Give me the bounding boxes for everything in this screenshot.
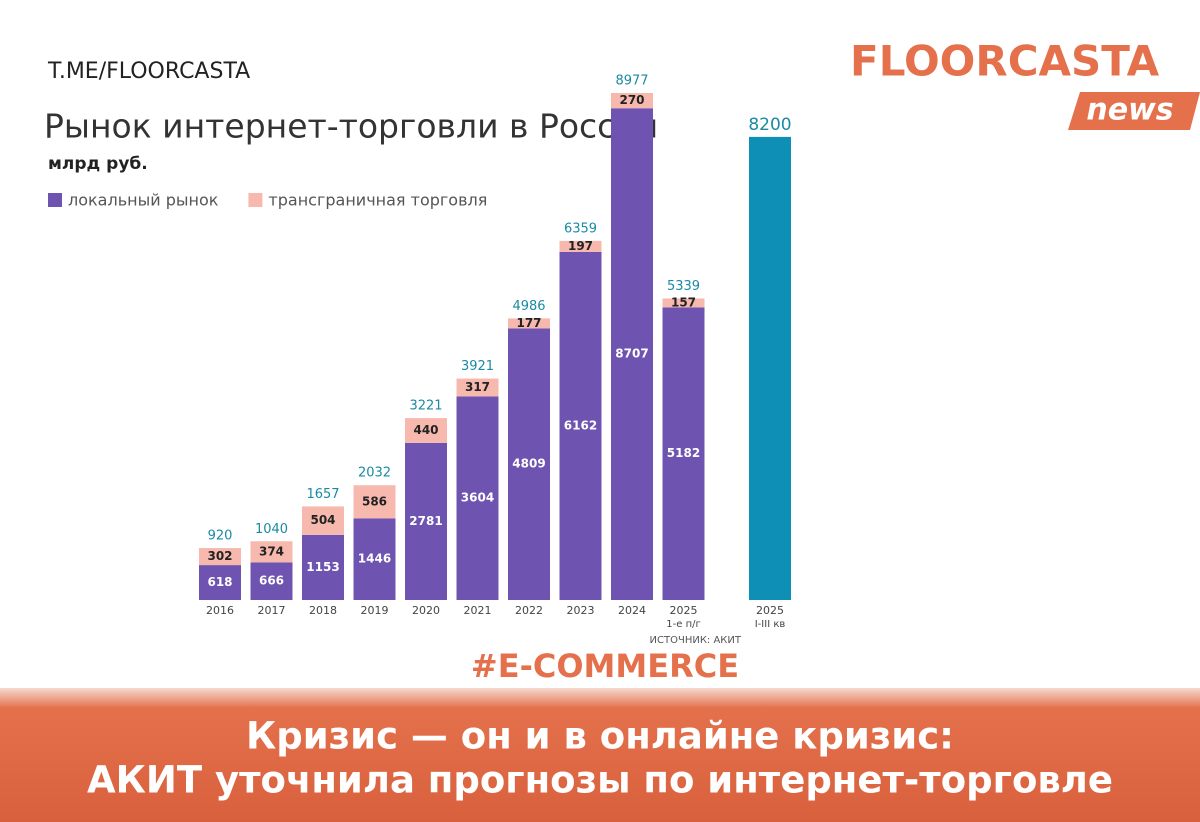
total-label: 3221 xyxy=(409,399,442,414)
bar-segment xyxy=(559,240,602,252)
headline-band xyxy=(0,688,1200,822)
x-tick-label: 2023 xyxy=(567,604,595,617)
site: T.ME/FLOORCASTA xyxy=(47,59,250,84)
bar-segment xyxy=(662,298,705,308)
headline: АКИТ уточнила прогнозы по интернет-торго… xyxy=(87,759,1113,802)
bar-label: 440 xyxy=(413,423,438,437)
total-label: 2032 xyxy=(358,466,391,481)
bar-label: 1153 xyxy=(306,560,339,574)
x-tick-note: 1-е п/г xyxy=(666,619,700,630)
logo-tag: news xyxy=(1086,93,1173,128)
chart-subtitle: млрд руб. xyxy=(48,154,148,174)
bar-segment xyxy=(456,378,499,397)
total-label: 1040 xyxy=(255,522,288,537)
bar-label: 270 xyxy=(619,93,644,107)
total-label: 6359 xyxy=(564,221,597,236)
x-tick-label: 2024 xyxy=(618,604,646,617)
total-label: 3921 xyxy=(461,359,494,374)
total-label: 1657 xyxy=(306,487,339,502)
total-label: 920 xyxy=(208,529,233,544)
bar-label: 157 xyxy=(671,295,696,309)
x-tick-label: 2020 xyxy=(412,604,440,617)
bar-label: 317 xyxy=(465,380,490,394)
bar-label: 2781 xyxy=(409,514,442,528)
legend-swatch xyxy=(248,193,263,207)
bar-segment xyxy=(405,442,447,600)
bar-label: 618 xyxy=(207,575,232,589)
total-label: 8200 xyxy=(748,115,791,135)
chart-title: Рынок интернет-торговли в России xyxy=(44,107,658,146)
bar-segment xyxy=(611,108,653,601)
bar-label: 374 xyxy=(259,544,284,558)
bar-segment xyxy=(662,307,705,600)
logo-brand: FLOORCASTA xyxy=(850,37,1160,86)
bar-segment xyxy=(302,534,344,600)
total-label: 5339 xyxy=(667,279,700,294)
hashtag: #E-COMMERCE xyxy=(471,647,739,685)
legend-label: локальный рынок xyxy=(68,191,219,210)
bar-segment xyxy=(456,396,499,600)
total-label: 4986 xyxy=(512,299,545,314)
bar-segment xyxy=(353,518,396,600)
x-tick-label: 2021 xyxy=(464,604,492,617)
bar-label: 6162 xyxy=(564,418,597,432)
x-tick-label: 2018 xyxy=(309,604,337,617)
bar-label: 666 xyxy=(259,574,284,588)
bar-label: 504 xyxy=(310,513,335,527)
x-tick-label: 2025 xyxy=(670,604,698,617)
bar-segment xyxy=(353,485,396,519)
x-tick-label: 2022 xyxy=(515,604,543,617)
bar-segment xyxy=(559,251,602,601)
bar-segment xyxy=(508,318,550,329)
x-tick-label: 2016 xyxy=(206,604,234,617)
bar-segment xyxy=(199,548,241,566)
headline: Кризис — он и в онлайне кризис: xyxy=(246,715,954,758)
logo-tag-bg xyxy=(1068,92,1200,130)
bar-segment xyxy=(250,562,293,600)
bar-label: 4809 xyxy=(512,457,545,471)
legend-swatch xyxy=(48,193,62,207)
bar-label: 1446 xyxy=(358,552,391,566)
bar-label: 302 xyxy=(207,549,232,563)
bar-label: 586 xyxy=(362,494,387,508)
x-tick-label: 2019 xyxy=(361,604,389,617)
source: ИСТОЧНИК: АКИТ xyxy=(650,635,742,646)
bar-segment xyxy=(250,541,293,563)
bar-segment xyxy=(405,418,447,443)
x-tick-note: I-III кв xyxy=(755,619,786,630)
bar-segment xyxy=(611,93,653,109)
legend-label: трансграничная торговля xyxy=(268,191,487,210)
bar-label: 3604 xyxy=(461,491,494,505)
bar-label: 5182 xyxy=(667,446,700,460)
total-bar xyxy=(749,136,791,600)
total-label: 8977 xyxy=(615,74,648,89)
bar-label: 197 xyxy=(568,239,593,253)
bar-segment xyxy=(302,506,344,535)
bar-label: 8707 xyxy=(615,347,648,361)
x-tick-label: 2025 xyxy=(756,604,784,617)
x-tick-label: 2017 xyxy=(258,604,286,617)
bar-segment xyxy=(508,328,550,600)
bar-label: 177 xyxy=(516,316,541,330)
bar-segment xyxy=(199,565,241,600)
